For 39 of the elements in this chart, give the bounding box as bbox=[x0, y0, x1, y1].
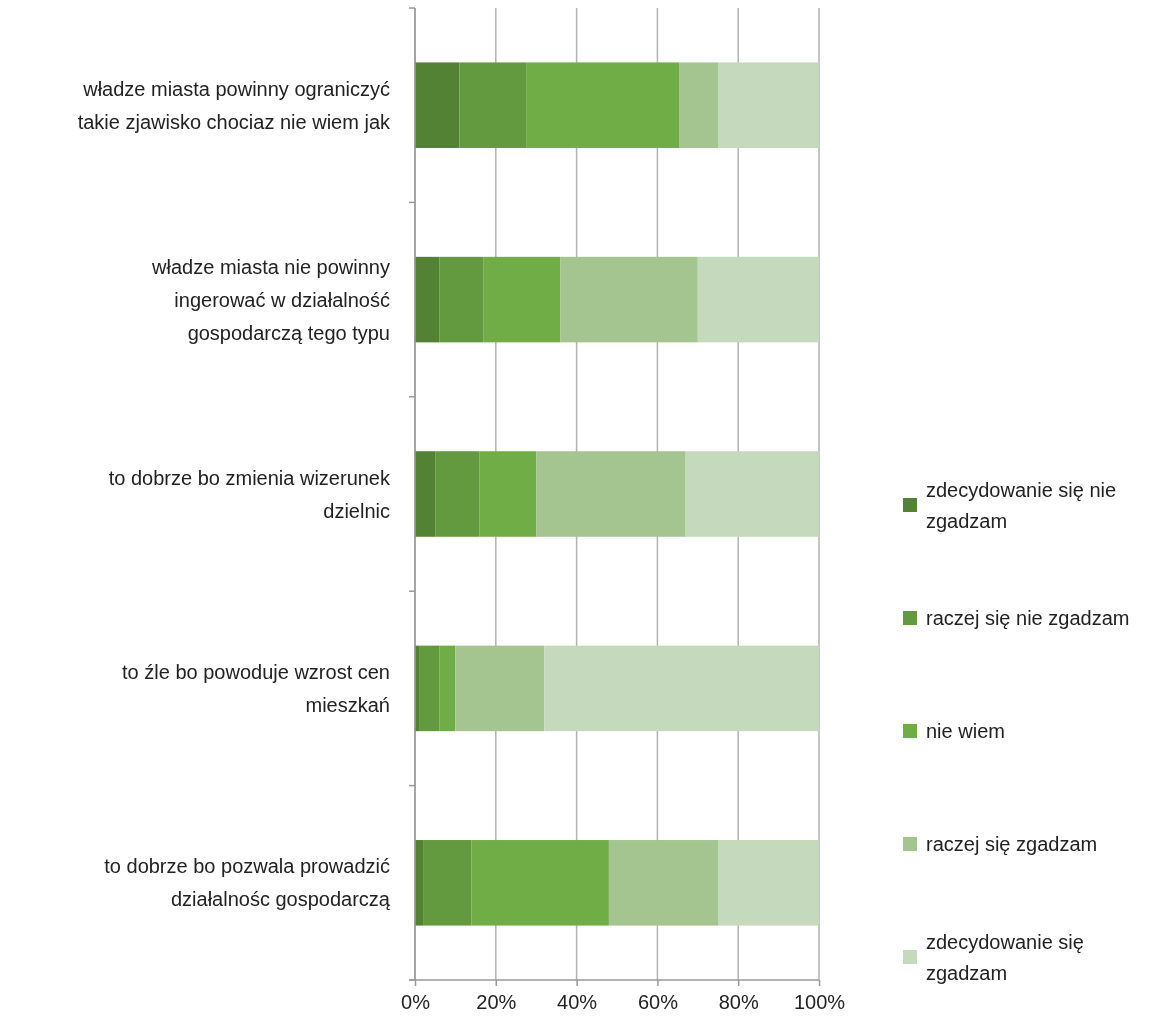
bar bbox=[526, 62, 680, 148]
legend-label: raczej się nie zgadzam bbox=[926, 607, 1130, 629]
y-tick-label: to źle bo powoduje wzrost cen mieszkań bbox=[122, 660, 390, 716]
bar bbox=[439, 645, 456, 732]
x-tick-label: 100% bbox=[793, 991, 846, 1013]
legend-label: nie wiem bbox=[926, 720, 1005, 742]
bar bbox=[459, 62, 527, 148]
x-tick-label: 0% bbox=[401, 991, 431, 1013]
bar bbox=[471, 840, 609, 926]
bar bbox=[679, 62, 718, 148]
bar bbox=[435, 451, 480, 537]
bar bbox=[479, 451, 537, 537]
x-tick-label: 40% bbox=[557, 991, 598, 1013]
bar bbox=[439, 256, 484, 343]
y-tick-label: to dobrze bo zmienia wizerunek dzielnic bbox=[108, 466, 391, 522]
legend-label: zdecydowanie się zgadzam bbox=[926, 930, 1084, 984]
bar bbox=[415, 256, 440, 343]
x-tick-label: 80% bbox=[718, 991, 759, 1013]
bar bbox=[536, 451, 686, 537]
bar bbox=[415, 451, 436, 537]
bar bbox=[483, 256, 561, 343]
bar bbox=[419, 645, 440, 732]
bar bbox=[608, 840, 718, 926]
y-tick-label: władze miasta nie powinny ingerować w działalność gospodarczą tego typu bbox=[151, 255, 390, 344]
y-tick-label: władze miasta powinny ograniczyć takie zjawisko chociaz nie wiem jak bbox=[77, 77, 391, 133]
y-tick-label: to dobrze bo pozwala prowadzić działalnośc gospodarczą bbox=[104, 855, 391, 911]
bar bbox=[423, 840, 472, 926]
bar bbox=[718, 840, 819, 926]
legend-label: zdecydowanie się nie zgadzam bbox=[926, 478, 1117, 532]
x-tick-label: 20% bbox=[476, 991, 517, 1013]
x-tick-label: 60% bbox=[637, 991, 679, 1013]
bar bbox=[685, 451, 819, 537]
bar bbox=[718, 62, 819, 148]
bar bbox=[544, 645, 819, 732]
bar bbox=[697, 256, 819, 343]
bar bbox=[415, 62, 460, 148]
bar bbox=[455, 645, 545, 732]
legend-label: raczej się zgadzam bbox=[926, 833, 1098, 855]
bar bbox=[560, 256, 698, 343]
